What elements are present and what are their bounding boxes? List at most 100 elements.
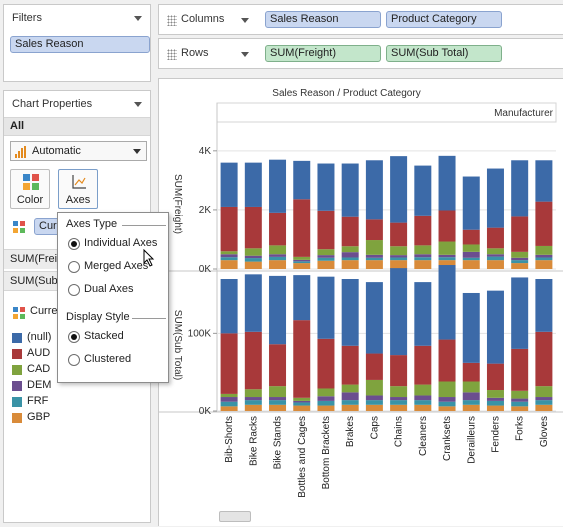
legend-swatch (12, 397, 22, 407)
bar-segment (365, 254, 383, 258)
color-button[interactable]: Color (10, 169, 50, 209)
bar-segment (293, 263, 311, 269)
option-individual-axes[interactable]: Individual Axes (84, 237, 158, 249)
axes-popup: Axes Type Individual Axes Merged Axes Du… (57, 212, 169, 383)
bar-segment (438, 254, 456, 258)
legend-item-frf[interactable]: FRF (27, 395, 49, 407)
mouse-cursor-icon (143, 249, 155, 267)
bar-segment (341, 392, 359, 401)
mark-type-value: Automatic (32, 145, 81, 157)
bar-segment (220, 279, 238, 334)
divider (122, 225, 166, 226)
radio-merged-axes[interactable] (68, 261, 80, 273)
bar-segment (341, 163, 359, 217)
bar-segment (414, 254, 432, 258)
bar-segment (390, 260, 408, 269)
radio-dual-axes[interactable] (68, 284, 80, 296)
bar-segment (535, 400, 553, 405)
bar-segment (341, 384, 359, 393)
bar-segment (511, 390, 529, 399)
bar-segment (220, 333, 238, 394)
bar-segment (390, 255, 408, 258)
bar-segment (390, 268, 408, 356)
bar-segment (293, 320, 311, 398)
bar-segment (486, 363, 504, 391)
columns-pill-product-category[interactable]: Product Category (386, 11, 502, 28)
bar-segment (220, 206, 238, 252)
legend: (null) AUD CAD DEM FRF GBP (12, 331, 132, 431)
bar-segment (365, 379, 383, 396)
bar-segment (414, 345, 432, 385)
display-style-heading: Display Style (66, 311, 130, 323)
color-palette-icon (13, 221, 25, 233)
bar-segment (438, 260, 456, 269)
bar-segment (414, 384, 432, 396)
rows-pill-sum-freight[interactable]: SUM(Freight) (265, 45, 381, 62)
option-merged-axes[interactable]: Merged Axes (84, 260, 149, 272)
horizontal-scrollbar[interactable] (219, 511, 251, 522)
bar-segment (244, 397, 262, 401)
radio-clustered[interactable] (68, 354, 80, 366)
bar-segment (317, 388, 335, 397)
columns-menu-caret-icon[interactable] (241, 18, 249, 23)
radio-individual-axes[interactable] (68, 238, 80, 250)
chart-properties-caret-icon[interactable] (134, 102, 142, 107)
chart-title: Sales Reason / Product Category (272, 88, 420, 99)
bar-segment (438, 381, 456, 398)
bar-segment (317, 255, 335, 258)
bar-segment (414, 215, 432, 246)
legend-item-null[interactable]: (null) (27, 331, 52, 343)
legend-item-gbp[interactable]: GBP (27, 411, 51, 423)
bar-segment (269, 260, 287, 269)
bar-segment (511, 251, 529, 258)
mark-type-select[interactable]: Automatic (10, 141, 147, 161)
option-dual-axes[interactable]: Dual Axes (84, 283, 134, 295)
bar-segment (535, 279, 553, 332)
bar-segment (244, 248, 262, 256)
bar-segment (220, 257, 238, 261)
bar-segment (341, 345, 359, 385)
legend-item-cad[interactable]: CAD (27, 363, 51, 375)
stacked-bar-chart: Sales Reason / Product Category Manufactu… (159, 88, 563, 498)
bar-segment (293, 256, 311, 260)
legend-item-aud[interactable]: AUD (27, 347, 51, 359)
radio-stacked[interactable] (68, 331, 80, 343)
columns-pill-sales-reason[interactable]: Sales Reason (265, 11, 381, 28)
option-clustered[interactable]: Clustered (84, 353, 132, 365)
bar-segment (244, 331, 262, 390)
color-palette-icon (13, 307, 25, 319)
option-stacked[interactable]: Stacked (84, 330, 124, 342)
bar-segment (220, 401, 238, 407)
bar-segment (390, 355, 408, 387)
bar-segment (317, 257, 335, 261)
scope-tab[interactable]: All (4, 117, 150, 136)
bar-segment (486, 400, 504, 406)
filters-menu-caret-icon[interactable] (134, 16, 142, 21)
rows-menu-caret-icon[interactable] (241, 52, 249, 57)
axis-label: SUM(Sub Total) (172, 310, 183, 380)
color-button-label: Color (16, 194, 44, 206)
bar-segment (269, 245, 287, 255)
legend-item-dem[interactable]: DEM (27, 379, 52, 391)
bar-segment (511, 277, 529, 349)
legend-swatch (12, 333, 22, 343)
bar-segment (390, 257, 408, 261)
bar-segment (535, 404, 553, 411)
bar-segment (535, 245, 553, 255)
bar-segment (220, 260, 238, 269)
chevron-down-icon (133, 149, 141, 154)
bar-segment (341, 257, 359, 261)
axes-button[interactable]: Axes (58, 169, 98, 209)
bar-segment (486, 256, 504, 261)
scope-label: All (10, 120, 25, 132)
filter-pill-sales-reason[interactable]: Sales Reason (10, 36, 150, 53)
bar-segment (414, 165, 432, 216)
bar-segment (365, 395, 383, 401)
chart-area: Sales Reason / Product Category Manufactu… (158, 78, 563, 526)
bar-segment (365, 240, 383, 255)
bar-segment (462, 251, 480, 258)
filters-title: Filters (12, 12, 42, 24)
bar-segment (511, 257, 529, 261)
bar-segment (535, 386, 553, 398)
rows-pill-sum-sub-total[interactable]: SUM(Sub Total) (386, 45, 502, 62)
